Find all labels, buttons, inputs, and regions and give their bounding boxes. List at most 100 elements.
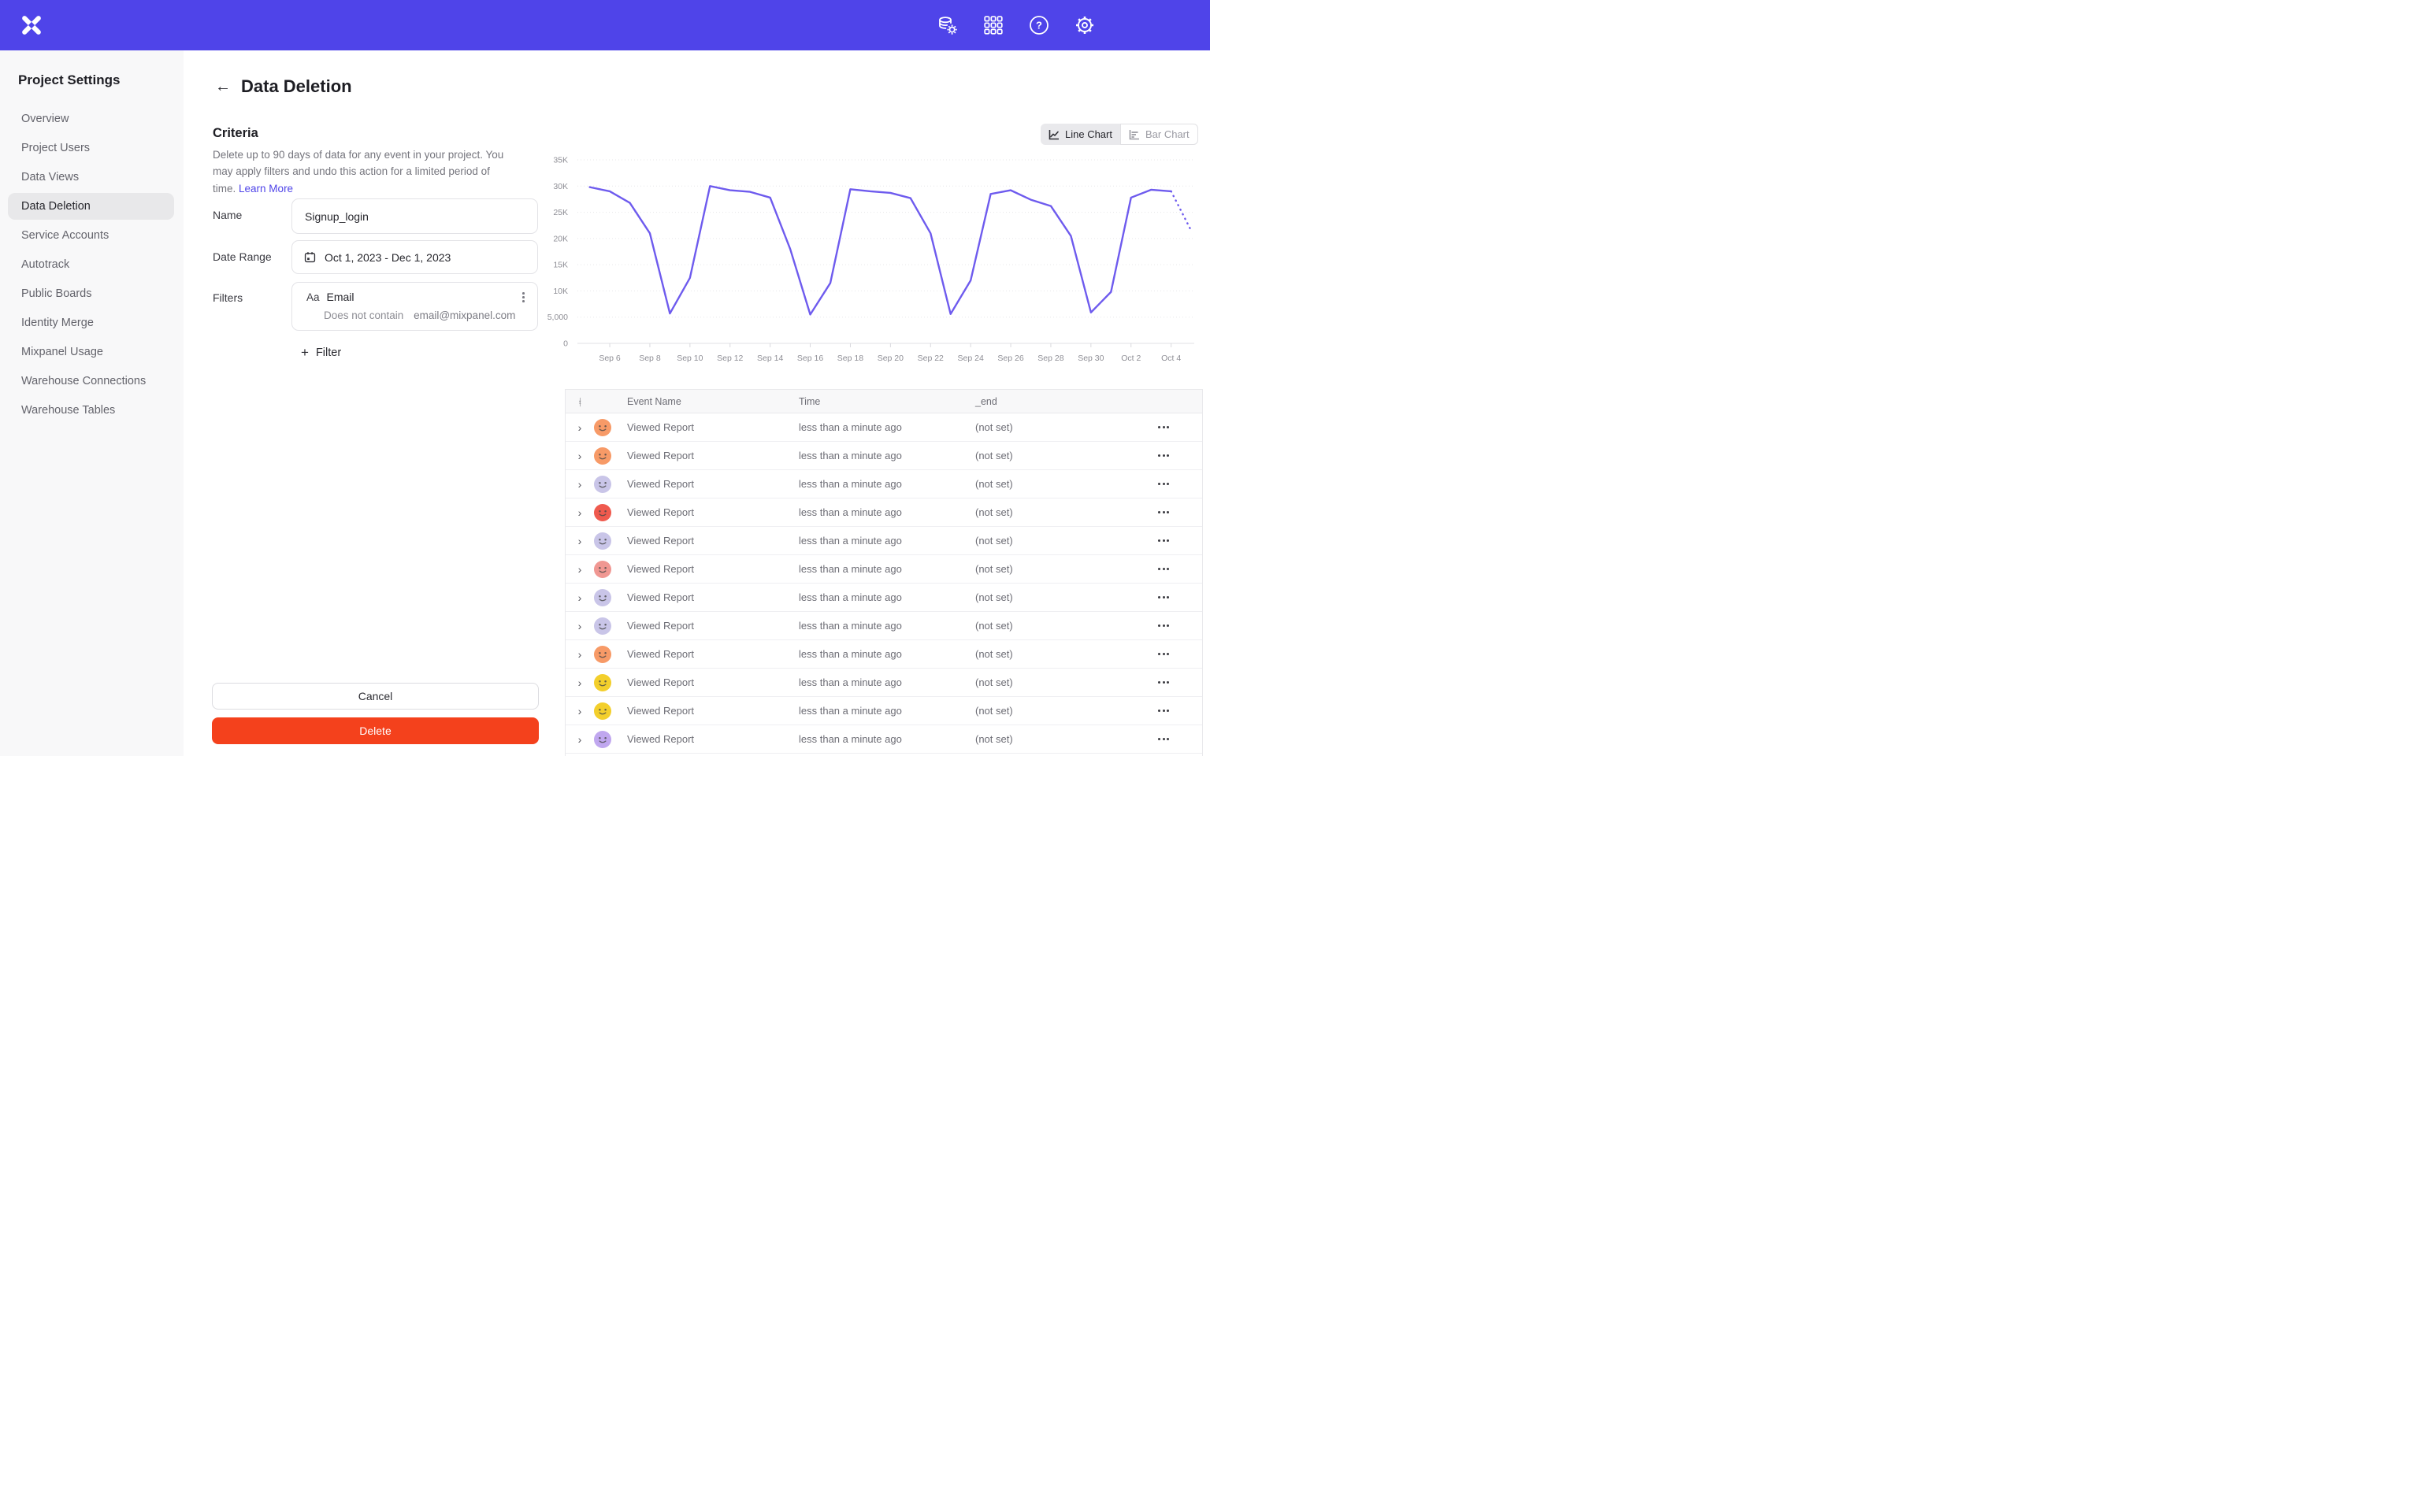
more-options-icon[interactable] [1149,710,1202,712]
sidebar-item-data-views[interactable]: Data Views [21,171,80,183]
delete-button[interactable]: Delete [212,717,539,744]
end-cell: (not set) [975,535,1013,547]
sidebar-item-data-deletion[interactable]: Data Deletion [8,193,174,220]
mixpanel-logo-icon[interactable] [20,14,43,36]
table-row[interactable]: › Viewed Report less than a minute ago (… [566,527,1202,555]
table-row[interactable]: › Viewed Report less than a minute ago (… [566,612,1202,640]
table-row[interactable]: › Viewed Report less than a minute ago (… [566,697,1202,725]
bar-chart-icon [1129,129,1139,139]
bar-chart-toggle-button[interactable]: Bar Chart [1119,124,1198,145]
more-options-icon[interactable] [1149,539,1202,542]
end-cell: (not set) [975,648,1013,660]
row-expander-icon[interactable]: › [577,676,582,689]
event-name-cell: Viewed Report [627,535,695,547]
row-expander-icon[interactable]: › [577,732,582,746]
column-header-time[interactable]: Time [799,395,821,407]
end-cell: (not set) [975,676,1013,688]
more-options-icon[interactable] [1149,483,1202,485]
column-header-event-name[interactable]: Event Name [627,395,681,407]
filter-card[interactable]: Aa Email Does not contain email@mixpanel… [291,282,538,331]
row-expander-icon[interactable]: › [577,647,582,661]
line-chart-toggle-button[interactable]: Line Chart [1041,124,1120,145]
line-chart-svg: 0 5,000 10K 15K 20K 25K 30K 35K Sep 6 Sep 8 Sep 10… [547,156,1194,363]
cancel-button[interactable]: Cancel [212,683,539,710]
text-type-icon: Aa [306,291,320,303]
row-expander-icon[interactable]: › [577,506,582,519]
more-options-icon[interactable] [1149,596,1202,598]
row-expander-icon[interactable]: › [577,704,582,717]
row-expander-icon[interactable]: › [577,477,582,491]
data-management-icon[interactable] [936,13,959,37]
table-row[interactable]: › Viewed Report less than a minute ago (… [566,498,1202,527]
table-row[interactable]: › Viewed Report less than a minute ago (… [566,669,1202,697]
row-expander-icon[interactable]: › [577,619,582,632]
more-options-icon[interactable] [1149,568,1202,570]
bar-chart-label: Bar Chart [1145,128,1190,140]
more-options-icon[interactable] [1149,681,1202,684]
more-options-icon[interactable] [1149,426,1202,428]
time-cell: less than a minute ago [799,733,902,745]
svg-text:Sep 16: Sep 16 [797,354,823,363]
sort-rows-icon[interactable]: ↓ ↑ [578,395,582,408]
end-cell: (not set) [975,450,1013,461]
help-icon[interactable]: ? [1027,13,1051,37]
svg-text:Sep 28: Sep 28 [1037,354,1063,363]
svg-text:Sep 12: Sep 12 [717,354,743,363]
sidebar-item-mixpanel-usage[interactable]: Mixpanel Usage [21,346,103,358]
table-row[interactable]: › Viewed Report less than a minute ago (… [566,442,1202,470]
event-name-cell: Viewed Report [627,478,695,490]
add-filter-button[interactable]: + Filter [301,345,341,361]
learn-more-link[interactable]: Learn More [239,182,294,195]
row-expander-icon[interactable]: › [577,421,582,434]
more-options-icon[interactable] [1149,653,1202,655]
end-cell: (not set) [975,506,1013,518]
avatar [594,418,622,436]
more-options-icon[interactable] [1149,624,1202,627]
row-expander-icon[interactable]: › [577,562,582,576]
sidebar-item-overview[interactable]: Overview [21,113,69,125]
sidebar-item-service-accounts[interactable]: Service Accounts [21,229,109,242]
sidebar-item-autotrack[interactable]: Autotrack [21,258,70,271]
table-row[interactable]: › Viewed Report less than a minute ago (… [566,640,1202,669]
sidebar-item-warehouse-tables[interactable]: Warehouse Tables [21,404,116,417]
chart-type-toggle: Line Chart Bar Chart [1041,124,1198,145]
filter-value[interactable]: email@mixpanel.com [414,309,516,321]
event-name-cell: Viewed Report [627,563,695,575]
table-row[interactable]: › Viewed Report less than a minute ago (… [566,470,1202,498]
svg-text:30K: 30K [553,182,568,191]
event-name-cell: Viewed Report [627,450,695,461]
settings-gear-icon[interactable] [1073,13,1097,37]
table-row[interactable]: › Viewed Report less than a minute ago (… [566,754,1202,756]
row-expander-icon[interactable]: › [577,449,582,462]
more-options-icon[interactable] [1149,738,1202,740]
date-range-field[interactable]: Oct 1, 2023 - Dec 1, 2023 [291,240,538,274]
more-options-icon[interactable] [1149,454,1202,457]
end-cell: (not set) [975,421,1013,433]
name-input[interactable] [291,198,538,234]
add-filter-label: Filter [315,346,342,359]
sidebar-item-project-users[interactable]: Project Users [21,142,91,154]
end-cell: (not set) [975,478,1013,490]
table-row[interactable]: › Viewed Report less than a minute ago (… [566,555,1202,584]
filter-operator[interactable]: Does not contain [324,309,404,321]
table-row[interactable]: › Viewed Report less than a minute ago (… [566,413,1202,442]
sidebar-item-warehouse-connections[interactable]: Warehouse Connections [21,375,147,387]
filter-kebab-menu-icon[interactable] [519,290,528,305]
svg-text:Sep 20: Sep 20 [878,354,904,363]
time-cell: less than a minute ago [799,506,902,518]
table-row[interactable]: › Viewed Report less than a minute ago (… [566,584,1202,612]
row-expander-icon[interactable]: › [577,534,582,547]
back-arrow-icon[interactable]: ← [215,78,231,95]
sidebar-item-public-boards[interactable]: Public Boards [21,287,92,300]
apps-grid-icon[interactable] [982,13,1005,37]
criteria-description: Delete up to 90 days of data for any eve… [213,146,506,197]
column-header-end[interactable]: _end [975,395,997,407]
page: ? Project Settings Overview Project Users… [0,0,1210,756]
more-options-icon[interactable] [1149,511,1202,513]
row-expander-icon[interactable]: › [577,591,582,604]
sidebar-item-identity-merge[interactable]: Identity Merge [21,317,94,329]
avatar [594,532,622,550]
sidebar-nav: Overview Project Users Data Views Data Dele… [0,106,184,424]
table-row[interactable]: › Viewed Report less than a minute ago (… [566,725,1202,754]
svg-text:Sep 8: Sep 8 [639,354,661,363]
